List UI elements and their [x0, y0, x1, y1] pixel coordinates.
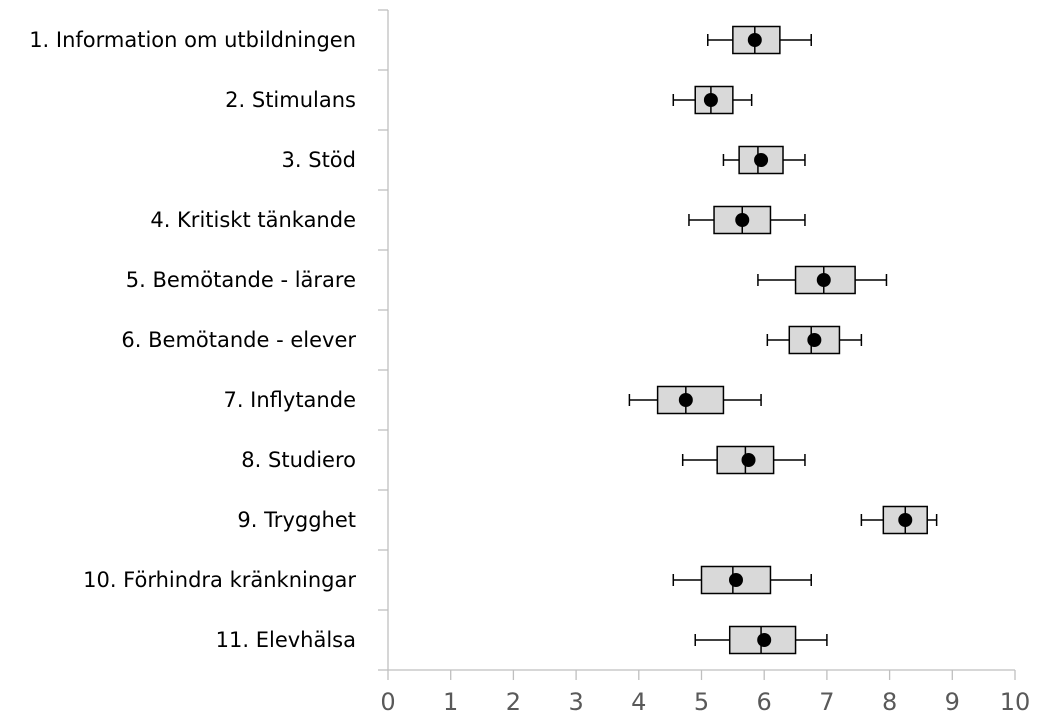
mean-marker	[757, 633, 772, 647]
x-tick-label: 0	[380, 688, 395, 716]
category-label: 11. Elevhälsa	[216, 628, 356, 652]
box-group	[672, 565, 812, 595]
box-group	[766, 325, 863, 355]
x-tick-label: 4	[631, 688, 646, 716]
mean-marker	[735, 213, 750, 227]
category-label: 7. Inflytande	[223, 388, 356, 412]
category-label: 8. Studiero	[241, 448, 356, 472]
x-tick-label: 8	[882, 688, 897, 716]
iqr-box	[728, 625, 797, 655]
mean-marker	[747, 33, 762, 47]
box-group	[681, 445, 806, 475]
labels-layer: 0 1 2 3 4 5 6 7 8 9 10 1. Information om utbildning…	[29, 28, 1030, 716]
box-group	[672, 85, 753, 115]
x-tick-label: 9	[945, 688, 960, 716]
mean-marker	[741, 453, 756, 467]
mean-marker	[807, 333, 822, 347]
mean-marker	[703, 93, 718, 107]
x-tick-label: 7	[819, 688, 834, 716]
box-group	[688, 205, 806, 235]
mean-marker	[898, 513, 913, 527]
mean-marker	[754, 153, 769, 167]
box-group	[628, 385, 762, 415]
x-tick-label: 10	[1000, 688, 1031, 716]
x-tick-label: 2	[506, 688, 521, 716]
axes-layer	[378, 9, 1016, 680]
x-tick-label: 5	[694, 688, 709, 716]
mean-marker	[816, 273, 831, 287]
x-tick-label: 6	[757, 688, 772, 716]
box-group	[860, 505, 938, 535]
box-group	[707, 25, 812, 55]
mean-marker	[678, 393, 693, 407]
category-label: 2. Stimulans	[225, 88, 356, 112]
x-tick-label: 1	[443, 688, 458, 716]
x-tick-label: 3	[568, 688, 583, 716]
mean-marker	[728, 573, 743, 587]
box-group	[722, 145, 806, 175]
category-label: 9. Trygghet	[237, 508, 356, 532]
category-label: 4. Kritiskt tänkande	[150, 208, 356, 232]
boxes-layer	[628, 25, 938, 655]
category-label: 1. Information om utbildningen	[29, 28, 356, 52]
category-label: 3. Stöd	[282, 148, 356, 172]
category-label: 10. Förhindra kränkningar	[83, 568, 356, 592]
box-group	[757, 265, 888, 295]
box-group	[694, 625, 828, 655]
category-label: 5. Bemötande - lärare	[126, 268, 356, 292]
category-label: 6. Bemötande - elever	[121, 328, 356, 352]
